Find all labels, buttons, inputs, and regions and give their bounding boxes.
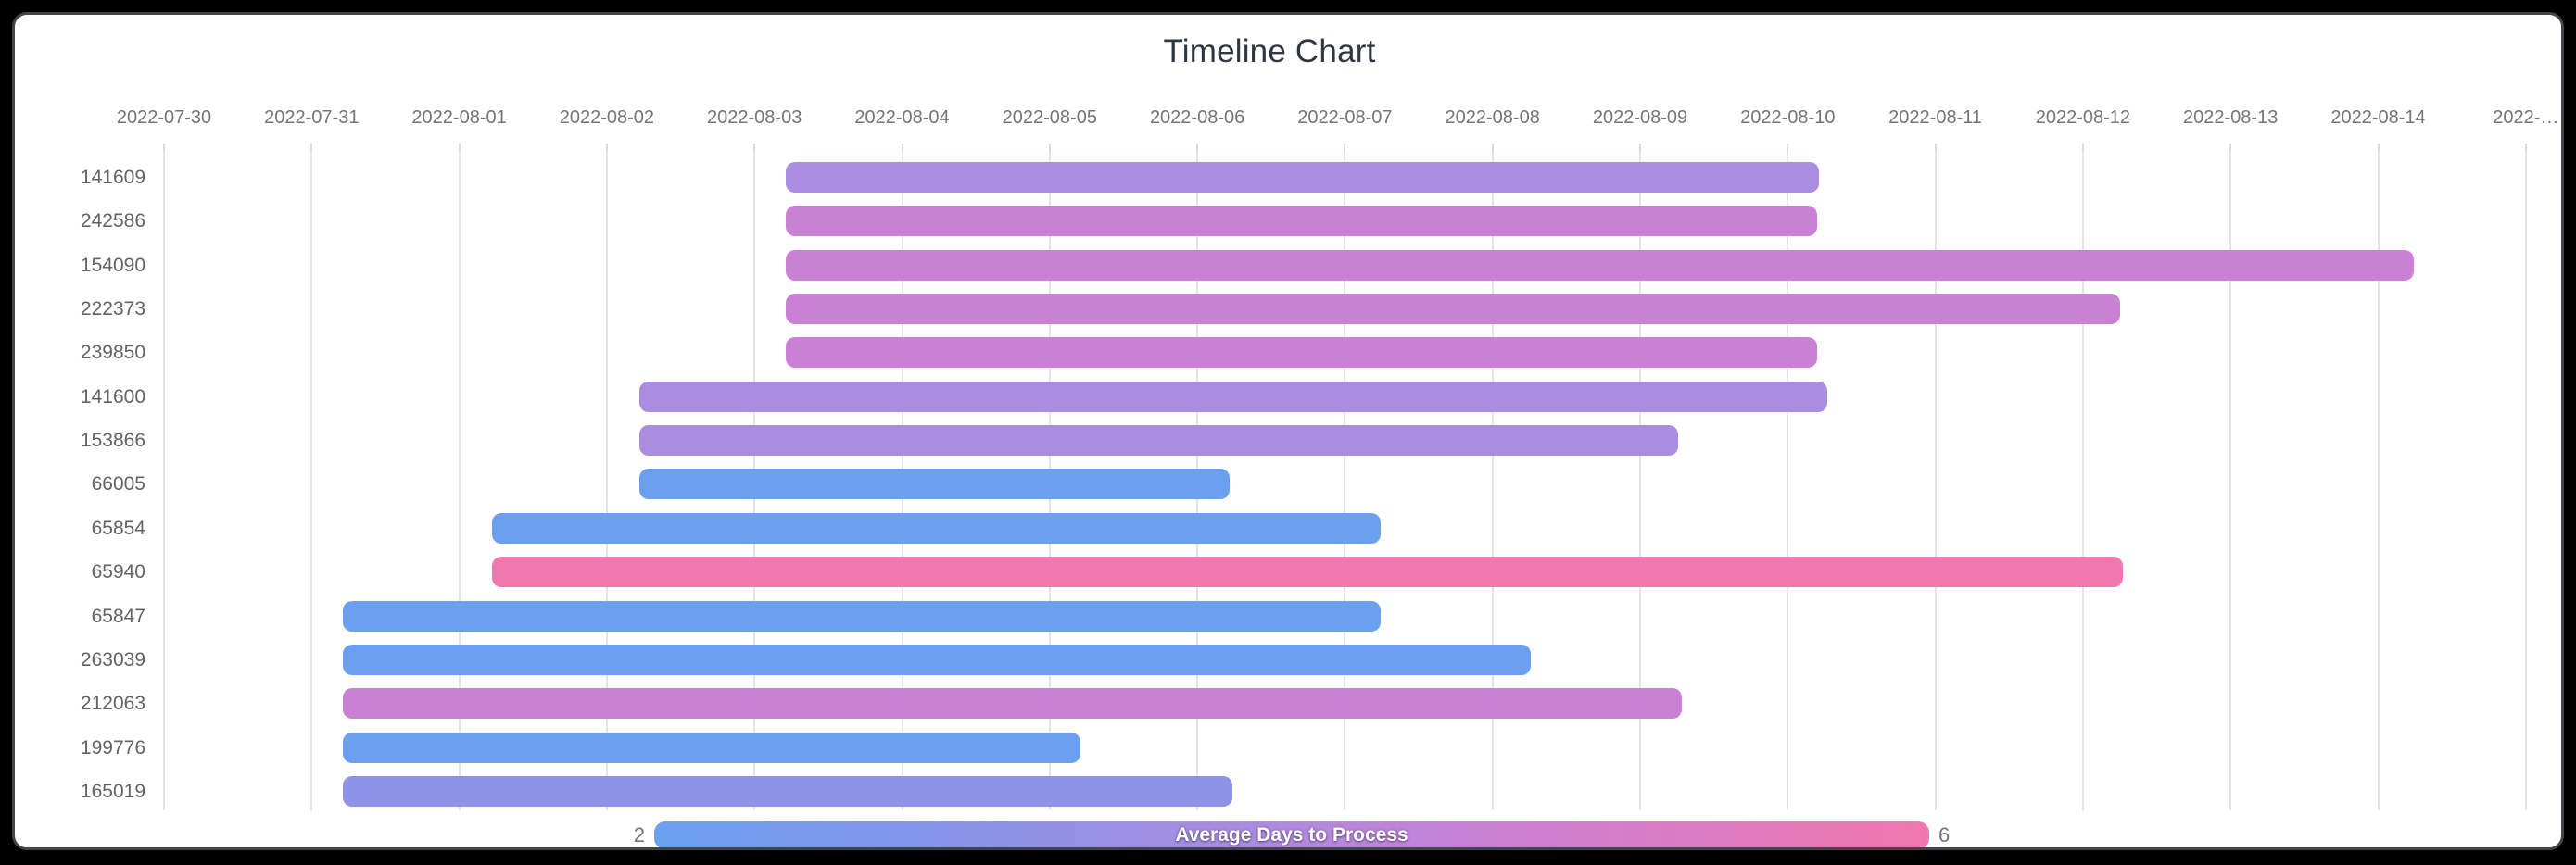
x-axis-label: 2022-08-02 xyxy=(559,107,655,128)
gridline xyxy=(1491,151,1494,810)
row-label: 153866 xyxy=(80,430,145,452)
gridline xyxy=(1344,151,1346,810)
x-axis-label: 2022-08-09 xyxy=(1592,107,1688,128)
row-label: 141609 xyxy=(80,167,145,188)
axis-tick xyxy=(2081,144,2084,151)
gridline xyxy=(2081,151,2084,810)
timeline-bar[interactable] xyxy=(638,469,1231,500)
x-axis-label: 2022-08-08 xyxy=(1445,107,1540,128)
row-label: 66005 xyxy=(91,473,145,495)
row-label: 222373 xyxy=(80,298,145,320)
gridline xyxy=(605,151,608,810)
axis-tick xyxy=(901,144,903,151)
timeline-bar[interactable] xyxy=(785,337,1818,369)
x-axis-label: 2022-08-10 xyxy=(1740,107,1836,128)
timeline-bar[interactable] xyxy=(785,294,2120,325)
row-label: 141600 xyxy=(80,385,145,407)
row-label: 263039 xyxy=(80,648,145,671)
axis-tick xyxy=(1639,144,1641,151)
row-label: 65854 xyxy=(91,517,145,539)
row-label: 154090 xyxy=(80,254,145,276)
timeline-bar[interactable] xyxy=(785,249,2414,281)
timeline-bar[interactable] xyxy=(342,688,1682,720)
timeline-bar[interactable] xyxy=(638,381,1828,412)
x-axis-label: 2022-07-30 xyxy=(116,107,212,128)
timeline-bar[interactable] xyxy=(342,600,1381,632)
row-label: 65847 xyxy=(91,605,145,627)
row-label: 239850 xyxy=(80,342,145,364)
gridline xyxy=(1787,151,1789,810)
axis-tick xyxy=(2524,144,2527,151)
gridline xyxy=(2229,151,2232,810)
legend-min-value: 2 xyxy=(633,823,645,846)
axis-tick xyxy=(1344,144,1346,151)
axis-tick xyxy=(1934,144,1937,151)
legend-gradient-bar: Average Days to Process xyxy=(654,821,1929,847)
axis-tick xyxy=(1196,144,1199,151)
gridline xyxy=(1934,151,1937,810)
timeline-bar[interactable] xyxy=(785,206,1818,237)
timeline-bar[interactable] xyxy=(342,732,1081,763)
axis-tick xyxy=(1787,144,1789,151)
x-axis-label: 2022-08-12 xyxy=(2035,107,2131,128)
axis-tick xyxy=(163,144,165,151)
gridline xyxy=(163,151,165,810)
timeline-bar[interactable] xyxy=(342,644,1532,675)
timeline-bar[interactable] xyxy=(342,775,1233,807)
x-axis-label: 2022-08-07 xyxy=(1297,107,1393,128)
gridline xyxy=(310,151,313,810)
row-label: 212063 xyxy=(80,693,145,715)
gridline xyxy=(2524,151,2527,810)
axis-tick xyxy=(753,144,756,151)
axis-tick xyxy=(310,144,313,151)
row-label: 242586 xyxy=(80,210,145,232)
axis-tick xyxy=(1048,144,1051,151)
row-label: 65940 xyxy=(91,561,145,583)
gridline xyxy=(1639,151,1641,810)
axis-tick xyxy=(2229,144,2232,151)
gridline xyxy=(458,151,461,810)
legend-title: Average Days to Process xyxy=(1175,824,1408,846)
x-axis-label: 2022-08-01 xyxy=(411,107,507,128)
timeline-bar[interactable] xyxy=(491,512,1381,544)
timeline-bar[interactable] xyxy=(638,425,1679,457)
axis-tick xyxy=(458,144,461,151)
x-axis-label: 2022-08-05 xyxy=(1002,107,1097,128)
row-label: 199776 xyxy=(80,736,145,758)
x-axis-label: 2022-08-06 xyxy=(1149,107,1245,128)
x-axis-label: 2022-07-31 xyxy=(264,107,360,128)
axis-tick xyxy=(2377,144,2380,151)
axis-tick xyxy=(605,144,608,151)
x-axis-label: 2022-08-04 xyxy=(854,107,950,128)
axis-tick xyxy=(1491,144,1494,151)
x-axis-label: 2022-08-11 xyxy=(1888,107,1982,128)
legend-max-value: 6 xyxy=(1938,823,1951,846)
x-axis-label: 2022-08-03 xyxy=(707,107,802,128)
timeline-bar[interactable] xyxy=(491,557,2123,588)
x-axis-label: 2022-… xyxy=(2493,107,2559,128)
x-axis-label: 2022-08-13 xyxy=(2183,107,2279,128)
timeline-chart-card: Timeline Chart 2022-07-30 2022-07-31 2022-… xyxy=(12,12,2564,850)
x-axis-label: 2022-08-14 xyxy=(2330,107,2426,128)
row-label: 165019 xyxy=(80,780,145,802)
gridline xyxy=(2377,151,2380,810)
timeline-bar[interactable] xyxy=(785,162,1819,193)
chart-title: Timeline Chart xyxy=(1163,33,1376,69)
